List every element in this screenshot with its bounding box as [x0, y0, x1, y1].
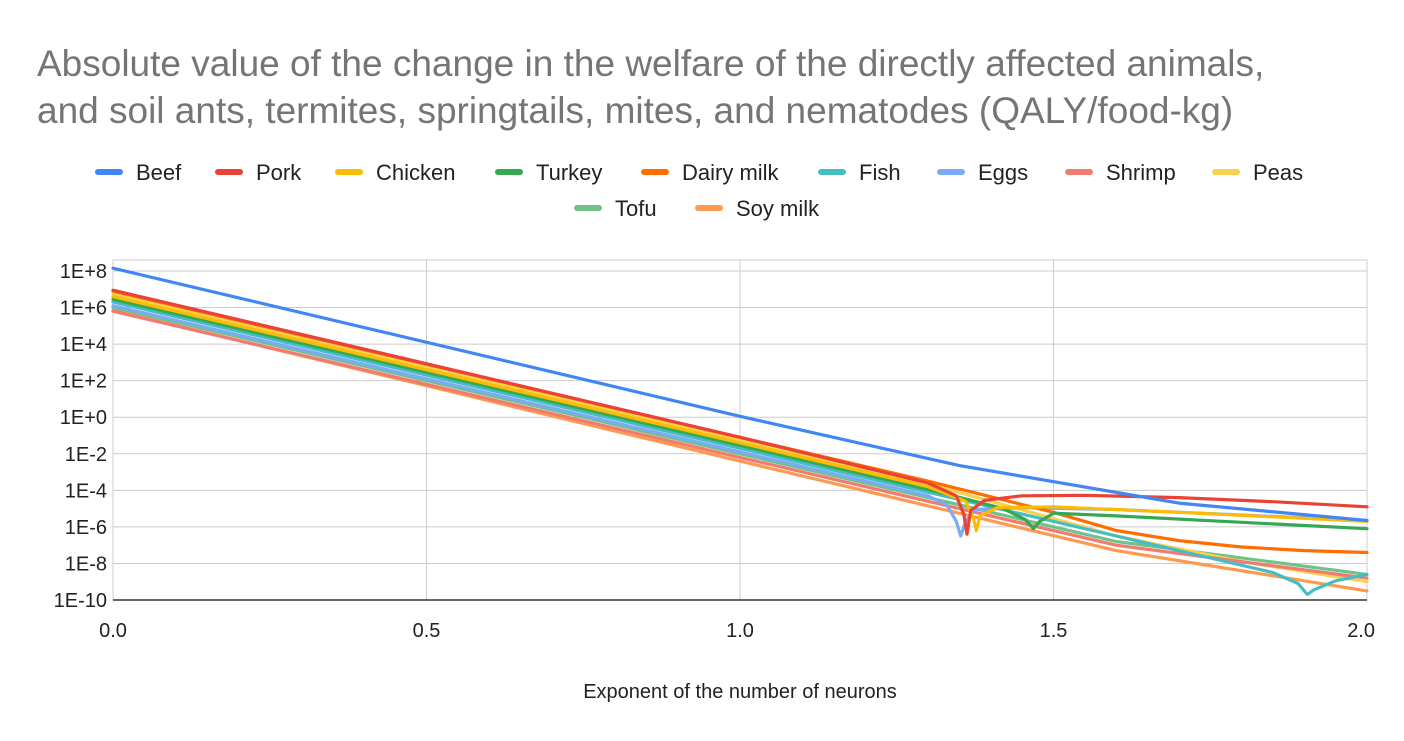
y-tick-label: 1E-4 [65, 480, 107, 502]
legend-label: Turkey [536, 160, 602, 185]
y-axis-ticks: 1E+8 1E+6 1E+4 1E+2 1E+0 1E-2 1E-4 1E-6 1E-8 1E-1… [54, 261, 107, 612]
x-tick-label: 1.5 [1040, 620, 1068, 642]
series-line-pork [111, 288, 1369, 536]
y-tick-label: 1E+4 [60, 334, 107, 356]
series-line-fish [111, 300, 1369, 597]
series-line-soy-milk [111, 308, 1369, 593]
legend-label: Beef [136, 160, 182, 185]
legend-label: Chicken [376, 160, 455, 185]
chart-title-line-1: Absolute value of the change in the welf… [37, 43, 1264, 84]
y-tick-label: 1E-8 [65, 553, 107, 575]
series-line-beef [111, 266, 1369, 523]
plot-area [111, 266, 1369, 597]
series-line-chicken [111, 295, 1369, 533]
legend: Beef Pork Chicken Turkey Dairy milk Fish Eggs S… [95, 160, 1303, 221]
x-tick-label: 1.0 [726, 620, 754, 642]
legend-item-chicken[interactable]: Chicken [335, 160, 455, 185]
x-tick-label: 0.0 [99, 620, 127, 642]
legend-item-turkey[interactable]: Turkey [495, 160, 602, 185]
x-axis-title: Exponent of the number of neurons [583, 681, 897, 703]
legend-item-peas[interactable]: Peas [1212, 160, 1303, 185]
legend-item-tofu[interactable]: Tofu [574, 196, 657, 221]
x-axis-ticks: 0.0 0.5 1.0 1.5 2.0 [99, 620, 1375, 642]
y-tick-label: 1E-2 [65, 444, 107, 466]
legend-label: Eggs [978, 160, 1028, 185]
y-tick-label: 1E-6 [65, 517, 107, 539]
chart-title-line-2: and soil ants, termites, springtails, mi… [37, 90, 1233, 131]
legend-item-dairy-milk[interactable]: Dairy milk [641, 160, 780, 185]
legend-label: Pork [256, 160, 302, 185]
legend-item-eggs[interactable]: Eggs [937, 160, 1028, 185]
legend-item-soy-milk[interactable]: Soy milk [695, 196, 820, 221]
y-tick-label: 1E-10 [54, 590, 107, 612]
legend-item-pork[interactable]: Pork [215, 160, 302, 185]
legend-label: Fish [859, 160, 901, 185]
legend-label: Tofu [615, 196, 657, 221]
legend-item-beef[interactable]: Beef [95, 160, 182, 185]
legend-item-fish[interactable]: Fish [818, 160, 901, 185]
y-tick-label: 1E+0 [60, 407, 107, 429]
y-tick-label: 1E+2 [60, 371, 107, 393]
y-tick-label: 1E+8 [60, 261, 107, 283]
grid [112, 259, 1368, 601]
legend-label: Shrimp [1106, 160, 1176, 185]
legend-label: Peas [1253, 160, 1303, 185]
legend-item-shrimp[interactable]: Shrimp [1065, 160, 1176, 185]
series-line-turkey [111, 297, 1369, 531]
x-tick-label: 2.0 [1347, 620, 1375, 642]
legend-label: Soy milk [736, 196, 820, 221]
legend-label: Dairy milk [682, 160, 780, 185]
y-tick-label: 1E+6 [60, 298, 107, 320]
x-tick-label: 0.5 [413, 620, 441, 642]
